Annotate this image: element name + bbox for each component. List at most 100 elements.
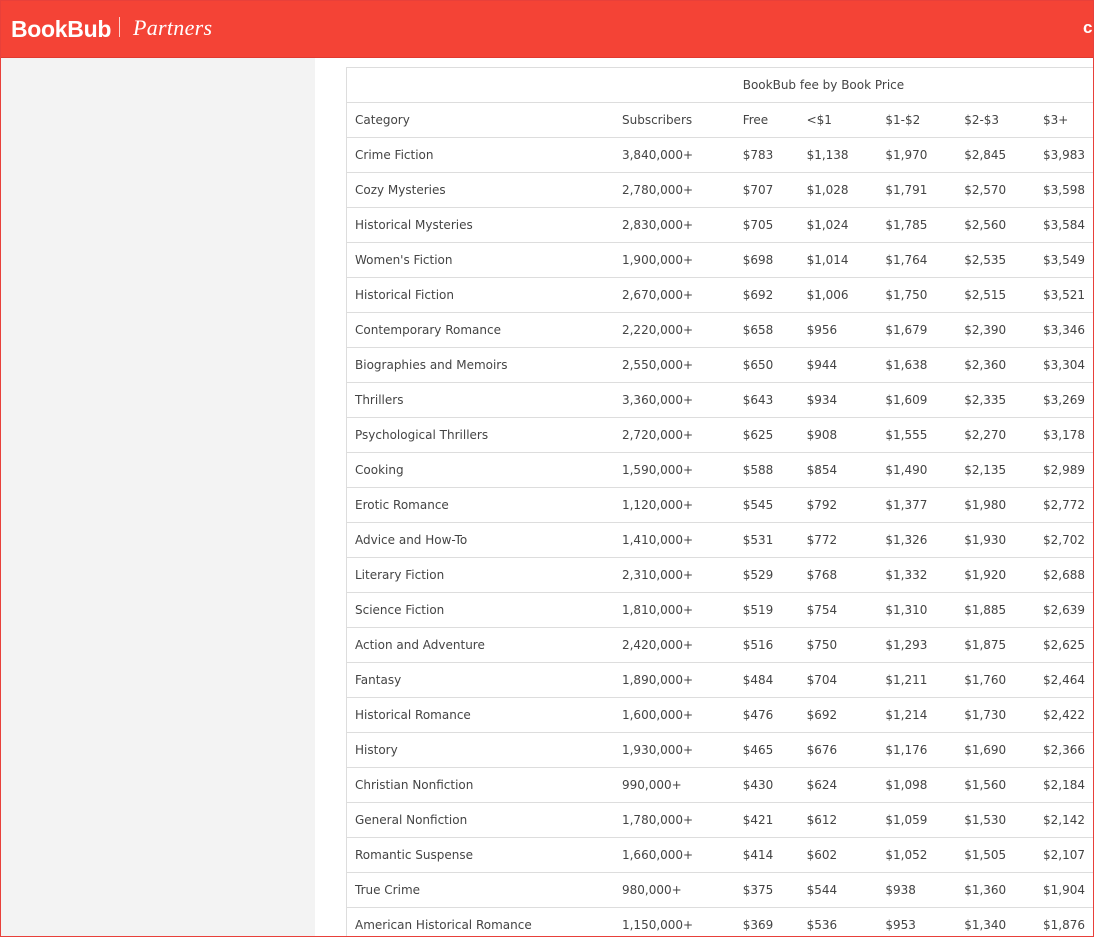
- subscribers-cell: 1,930,000+: [613, 732, 735, 768]
- fee-free-cell: $476: [734, 697, 799, 733]
- subscribers-cell: 1,590,000+: [613, 452, 735, 488]
- category-cell: Romantic Suspense: [345, 837, 614, 873]
- category-cell: Advice and How-To: [345, 522, 614, 558]
- fee-free-cell: $484: [734, 662, 799, 698]
- fee-free-cell: $658: [734, 312, 799, 348]
- category-cell: Contemporary Romance: [345, 312, 614, 348]
- header-menu-button[interactable]: c: [1083, 18, 1093, 37]
- fee-3-plus-cell: $3,346: [1035, 312, 1093, 348]
- fee-1-2-cell: $1,326: [877, 522, 957, 558]
- fee-free-cell: $531: [734, 522, 799, 558]
- fee-1-2-cell: $1,970: [877, 137, 957, 173]
- category-cell: Historical Romance: [345, 697, 614, 733]
- table-row: Contemporary Romance 2,220,000+ $658 $956 $1…: [345, 312, 1093, 348]
- fee-3-plus-cell: $3,598: [1035, 172, 1093, 208]
- fee-under-1-cell: $1,006: [798, 277, 878, 313]
- category-cell: Biographies and Memoirs: [345, 347, 614, 383]
- category-cell: Literary Fiction: [345, 557, 614, 593]
- fee-2-3-cell: $2,515: [956, 277, 1035, 313]
- fee-free-cell: $588: [734, 452, 799, 488]
- fee-1-2-cell: $1,785: [877, 207, 957, 243]
- fee-3-plus-cell: $2,772: [1035, 487, 1093, 523]
- table-row: True Crime 980,000+ $375 $544 $938 $1,360 $1,9…: [345, 872, 1093, 908]
- subscribers-cell: 980,000+: [613, 872, 735, 908]
- table-row: Action and Adventure 2,420,000+ $516 $750 $1…: [345, 627, 1093, 663]
- fee-2-3-cell: $2,845: [956, 137, 1035, 173]
- fee-2-3-cell: $1,875: [956, 627, 1035, 663]
- top-navigation-bar: BookBub Partners c: [1, 1, 1093, 58]
- table-row: Women's Fiction 1,900,000+ $698 $1,014 $1,76…: [345, 242, 1093, 278]
- category-cell: Erotic Romance: [345, 487, 614, 523]
- partners-logo-text[interactable]: Partners: [133, 15, 213, 40]
- subscribers-cell: 1,150,000+: [613, 907, 735, 936]
- fee-2-3-cell: $1,920: [956, 557, 1035, 593]
- bookbub-fee-table: BookBub fee by Book Price Category Subsc…: [345, 67, 1093, 936]
- subscribers-cell: 1,810,000+: [613, 592, 735, 628]
- fee-free-cell: $692: [734, 277, 799, 313]
- fee-2-3-cell: $1,980: [956, 487, 1035, 523]
- fee-under-1-cell: $1,138: [798, 137, 878, 173]
- fee-under-1-cell: $692: [798, 697, 878, 733]
- column-header-free: Free: [734, 102, 799, 138]
- fee-2-3-cell: $2,270: [956, 417, 1035, 453]
- fee-1-2-cell: $1,555: [877, 417, 957, 453]
- fee-under-1-cell: $536: [798, 907, 878, 936]
- table-row: American Historical Romance 1,150,000+ $36…: [345, 907, 1093, 936]
- fee-under-1-cell: $602: [798, 837, 878, 873]
- subscribers-cell: 2,220,000+: [613, 312, 735, 348]
- fee-2-3-cell: $1,885: [956, 592, 1035, 628]
- fee-1-2-cell: $1,377: [877, 487, 957, 523]
- fee-3-plus-cell: $2,184: [1035, 767, 1093, 803]
- fee-2-3-cell: $1,530: [956, 802, 1035, 838]
- column-header-subscribers: Subscribers: [613, 102, 735, 138]
- fee-free-cell: $707: [734, 172, 799, 208]
- category-cell: Cozy Mysteries: [345, 172, 614, 208]
- table-row: Cooking 1,590,000+ $588 $854 $1,490 $2,135 $2,…: [345, 452, 1093, 488]
- subscribers-cell: 1,660,000+: [613, 837, 735, 873]
- fee-2-3-cell: $1,360: [956, 872, 1035, 908]
- fee-1-2-cell: $1,310: [877, 592, 957, 628]
- fee-1-2-cell: $953: [877, 907, 957, 936]
- category-cell: Fantasy: [345, 662, 614, 698]
- subscribers-cell: 1,600,000+: [613, 697, 735, 733]
- fee-2-3-cell: $1,930: [956, 522, 1035, 558]
- table-header-row: Category Subscribers Free <$1 $1-$2 $2-$…: [345, 102, 1093, 138]
- fee-under-1-cell: $944: [798, 347, 878, 383]
- table-row: Cozy Mysteries 2,780,000+ $707 $1,028 $1,791…: [345, 172, 1093, 208]
- fee-1-2-cell: $1,638: [877, 347, 957, 383]
- fee-2-3-cell: $1,505: [956, 837, 1035, 873]
- subscribers-cell: 2,310,000+: [613, 557, 735, 593]
- column-header-category: Category: [345, 102, 614, 138]
- fee-1-2-cell: $938: [877, 872, 957, 908]
- group-header-spacer: [345, 67, 614, 103]
- category-cell: Historical Fiction: [345, 277, 614, 313]
- bookbub-logo[interactable]: BookBub: [11, 16, 112, 42]
- category-cell: Science Fiction: [345, 592, 614, 628]
- fee-3-plus-cell: $2,142: [1035, 802, 1093, 838]
- fee-1-2-cell: $1,791: [877, 172, 957, 208]
- fee-3-plus-cell: $2,702: [1035, 522, 1093, 558]
- fee-under-1-cell: $908: [798, 417, 878, 453]
- fee-1-2-cell: $1,214: [877, 697, 957, 733]
- fee-free-cell: $369: [734, 907, 799, 936]
- subscribers-cell: 3,360,000+: [613, 382, 735, 418]
- fee-under-1-cell: $956: [798, 312, 878, 348]
- group-header-spacer: [613, 67, 735, 103]
- fee-2-3-cell: $1,690: [956, 732, 1035, 768]
- table-row: Biographies and Memoirs 2,550,000+ $650 $94…: [345, 347, 1093, 383]
- fee-2-3-cell: $2,390: [956, 312, 1035, 348]
- subscribers-cell: 990,000+: [613, 767, 735, 803]
- fee-under-1-cell: $1,024: [798, 207, 878, 243]
- category-cell: Crime Fiction: [345, 137, 614, 173]
- fee-under-1-cell: $854: [798, 452, 878, 488]
- fee-1-2-cell: $1,750: [877, 277, 957, 313]
- fee-under-1-cell: $934: [798, 382, 878, 418]
- column-header-under-1: <$1: [798, 102, 878, 138]
- subscribers-cell: 2,420,000+: [613, 627, 735, 663]
- fee-1-2-cell: $1,059: [877, 802, 957, 838]
- category-cell: True Crime: [345, 872, 614, 908]
- fee-1-2-cell: $1,609: [877, 382, 957, 418]
- fee-1-2-cell: $1,679: [877, 312, 957, 348]
- fee-3-plus-cell: $3,549: [1035, 242, 1093, 278]
- table-row: Crime Fiction 3,840,000+ $783 $1,138 $1,970 $…: [345, 137, 1093, 173]
